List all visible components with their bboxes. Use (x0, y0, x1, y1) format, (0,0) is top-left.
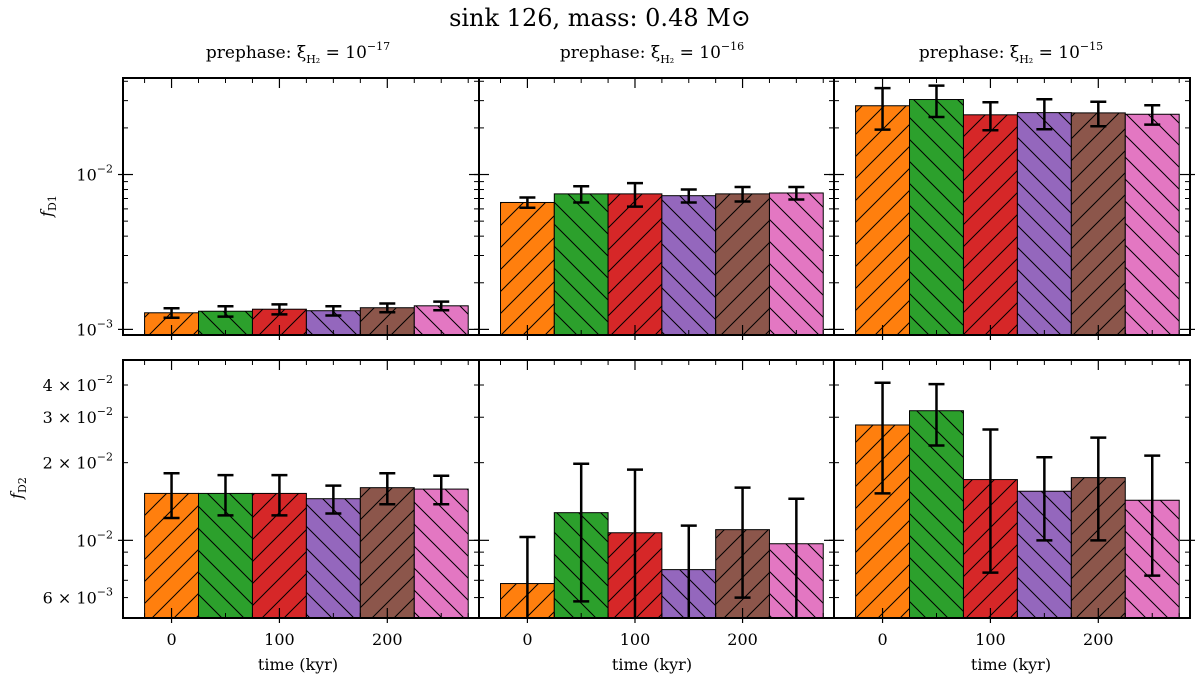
error-bar (734, 185, 751, 203)
x-tick-label: 100 (264, 630, 295, 649)
xlabel-col-1: time (kyr) (258, 655, 338, 674)
x-tick-label: 200 (727, 630, 758, 649)
y-tick-label: 3 × 10−2 (43, 405, 113, 427)
error-bar (573, 462, 590, 603)
error-bar (788, 497, 805, 618)
column-title-2: prephase: ξH₂ = 10−16 (560, 40, 744, 66)
xlabel-col-2: time (kyr) (612, 655, 692, 674)
xlabel-col-3: time (kyr) (971, 655, 1051, 674)
error-bar (1036, 98, 1053, 131)
column-title-3: prephase: ξH₂ = 10−15 (919, 40, 1103, 66)
error-bar (217, 473, 234, 517)
error-bar (1144, 454, 1161, 577)
plot-area (144, 471, 469, 618)
axes-frame (833, 77, 1191, 336)
error-bar (325, 484, 342, 515)
column-title-1: prephase: ξH₂ = 10−17 (206, 40, 390, 66)
bar (359, 487, 415, 618)
bar (413, 488, 469, 618)
error-bar (379, 471, 396, 506)
error-bar (519, 535, 536, 618)
plot-area (500, 462, 824, 618)
ylabel-row-2: fD2 (7, 477, 29, 500)
y-tick-label: 10−3 (76, 317, 113, 339)
bar (1070, 112, 1126, 335)
bar (305, 498, 361, 618)
error-bar (788, 185, 805, 201)
error-bar (163, 306, 180, 319)
panel-fD2-1: 0 100 200 6 × 10−3 10−2 2 × 10−2 3 × 10−2 4 × 1… (43, 359, 480, 649)
bar (661, 195, 717, 335)
error-bar (680, 524, 697, 618)
error-bar (734, 486, 751, 599)
error-bar (928, 84, 945, 119)
error-bar (1090, 436, 1107, 542)
bar (768, 192, 824, 335)
error-bar (928, 382, 945, 447)
error-bar (271, 473, 288, 517)
bar (500, 201, 555, 335)
x-tick-label: 0 (166, 630, 176, 649)
panel-fD2-3: 0 100 200 (829, 359, 1195, 649)
bar (1124, 113, 1180, 335)
error-bar (325, 305, 342, 317)
x-tick-label: 0 (877, 630, 887, 649)
x-tick-label: 0 (522, 630, 532, 649)
y-tick-label: 6 × 10−3 (43, 586, 113, 608)
error-bar (163, 471, 180, 520)
bar (553, 193, 609, 335)
plot-area (855, 381, 1180, 618)
error-bar (680, 188, 697, 204)
panel-fD1-3 (829, 77, 1195, 340)
figure-title: sink 126, mass: 0.48 M⊙ (449, 4, 751, 32)
x-tick-label: 200 (1083, 630, 1114, 649)
error-bar (271, 303, 288, 316)
error-bar (874, 381, 891, 495)
y-tick-label: 4 × 10−2 (43, 373, 113, 395)
error-bar (982, 100, 999, 132)
panel-fD1-2 (474, 77, 835, 340)
axes-frame (122, 77, 480, 336)
bar (855, 105, 911, 335)
axes-frame (833, 359, 1191, 619)
error-bar (379, 302, 396, 314)
x-tick-label: 100 (975, 630, 1006, 649)
error-bar (626, 468, 643, 618)
bar (607, 193, 663, 335)
plot-area (500, 181, 824, 335)
error-bar (433, 474, 450, 506)
y-tick-label: 10−2 (76, 528, 113, 550)
error-bar (1090, 100, 1107, 128)
error-bar (1036, 455, 1053, 542)
error-bar (626, 181, 643, 208)
bar (1016, 112, 1072, 335)
error-bar (433, 300, 450, 312)
bar (715, 193, 770, 335)
error-bar (982, 428, 999, 574)
error-bar (573, 184, 590, 204)
error-bar (1144, 104, 1161, 126)
y-tick-label: 2 × 10−2 (43, 451, 113, 473)
plot-area (855, 84, 1180, 335)
ylabel-row-1: fD1 (37, 195, 59, 218)
error-bar (217, 305, 234, 318)
error-bar (519, 196, 536, 210)
x-tick-label: 200 (372, 630, 403, 649)
panel-fD1-1: 10−3 10−2 (76, 77, 480, 340)
panel-fD2-2: 0 100 200 (474, 359, 835, 649)
bar (962, 114, 1018, 335)
y-tick-label: 10−2 (76, 163, 113, 185)
panels: 10−3 10−2 0 100 200 6 × 10−3 10−2 2 × 10−2 3 × 1… (43, 77, 1195, 649)
bar (909, 99, 964, 335)
error-bar (874, 86, 891, 131)
x-tick-label: 100 (620, 630, 651, 649)
